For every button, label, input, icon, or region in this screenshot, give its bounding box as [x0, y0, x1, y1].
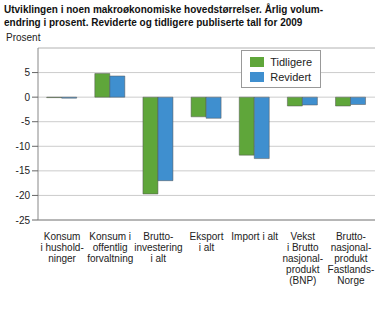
- svg-text:5: 5: [24, 67, 30, 78]
- svg-text:-10: -10: [16, 141, 31, 152]
- svg-text:Konsumi hushold-ninger: Konsumi hushold-ninger: [40, 231, 83, 264]
- svg-text:-25: -25: [16, 215, 31, 226]
- html-text:Tidligere: Tidligere: [270, 55, 312, 68]
- html-text:Utviklingen i noen makroøkonom: Utviklingen i noen makroøkonomiske hoved…: [4, 4, 323, 15]
- svg-text:Veksti Bruttonasjonal-produkt(: Veksti Bruttonasjonal-produkt(BNP): [282, 231, 323, 286]
- svg-text:Brutto-nasjonal-produktFastlan: Brutto-nasjonal-produktFastlands-Norge: [328, 231, 375, 286]
- svg-text:-5: -5: [21, 116, 30, 127]
- svg-text:Eksporti alt: Eksporti alt: [190, 231, 224, 253]
- svg-text:Import i alt: Import i alt: [231, 231, 278, 242]
- svg-text:Konsum ioffentligforvaltning: Konsum ioffentligforvaltning: [87, 231, 133, 264]
- html-text:Revidert: Revidert: [270, 70, 312, 83]
- svg-text:0: 0: [24, 92, 30, 103]
- svg-text:-15: -15: [16, 165, 31, 176]
- svg-text:-20: -20: [16, 190, 31, 201]
- html-text:Prosent: Prosent: [6, 32, 41, 43]
- svg-text:Brutto-investeringi alt: Brutto-investeringi alt: [134, 231, 182, 264]
- html-text:endring i prosent. Reviderte o: endring i prosent. Reviderte og tidliger…: [4, 17, 303, 28]
